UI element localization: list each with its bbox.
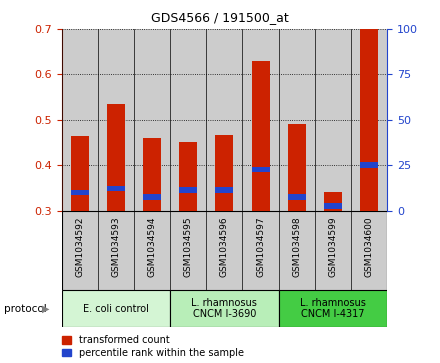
Bar bbox=[71, 189, 89, 195]
Bar bbox=[71, 136, 89, 211]
Text: GSM1034599: GSM1034599 bbox=[328, 216, 337, 277]
Bar bbox=[279, 29, 315, 211]
Text: GSM1034597: GSM1034597 bbox=[256, 216, 265, 277]
Bar bbox=[215, 135, 234, 211]
Text: E. coli control: E. coli control bbox=[83, 303, 149, 314]
Bar bbox=[324, 192, 342, 211]
Bar bbox=[315, 29, 351, 211]
Text: GSM1034598: GSM1034598 bbox=[292, 216, 301, 277]
Bar bbox=[351, 29, 387, 211]
Bar bbox=[107, 104, 125, 211]
Text: GSM1034595: GSM1034595 bbox=[184, 216, 193, 277]
Text: GSM1034592: GSM1034592 bbox=[75, 216, 84, 277]
Bar bbox=[279, 290, 387, 327]
Bar bbox=[288, 124, 306, 211]
Text: GSM1034596: GSM1034596 bbox=[220, 216, 229, 277]
Bar bbox=[360, 29, 378, 211]
Text: GSM1034600: GSM1034600 bbox=[365, 216, 374, 277]
Bar bbox=[170, 29, 206, 211]
Bar bbox=[170, 290, 279, 327]
Bar bbox=[252, 61, 270, 211]
Text: L. rhamnosus
CNCM I-4317: L. rhamnosus CNCM I-4317 bbox=[300, 298, 366, 319]
Bar bbox=[252, 167, 270, 172]
Bar bbox=[288, 194, 306, 200]
Bar bbox=[360, 163, 378, 168]
Bar bbox=[98, 29, 134, 211]
Bar bbox=[107, 186, 125, 192]
Bar bbox=[215, 187, 234, 193]
Bar bbox=[62, 290, 170, 327]
Bar bbox=[134, 29, 170, 211]
Text: L. rhamnosus
CNCM I-3690: L. rhamnosus CNCM I-3690 bbox=[191, 298, 257, 319]
Text: GDS4566 / 191500_at: GDS4566 / 191500_at bbox=[151, 11, 289, 24]
Legend: transformed count, percentile rank within the sample: transformed count, percentile rank withi… bbox=[62, 335, 244, 358]
Bar bbox=[62, 29, 98, 211]
Text: GSM1034594: GSM1034594 bbox=[147, 216, 157, 277]
Text: protocol: protocol bbox=[4, 303, 47, 314]
Bar bbox=[143, 194, 161, 200]
Bar bbox=[206, 29, 242, 211]
Bar bbox=[143, 138, 161, 211]
Bar bbox=[324, 203, 342, 209]
Bar bbox=[179, 142, 197, 211]
Text: ▶: ▶ bbox=[42, 303, 49, 314]
Bar bbox=[242, 29, 279, 211]
Bar bbox=[179, 187, 197, 193]
Text: GSM1034593: GSM1034593 bbox=[111, 216, 121, 277]
